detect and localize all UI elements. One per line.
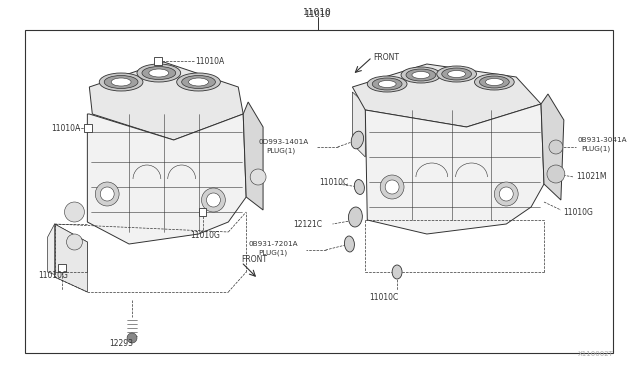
Ellipse shape xyxy=(344,236,355,252)
Bar xyxy=(198,208,207,216)
Ellipse shape xyxy=(137,64,180,82)
Text: 0B931-7201A: 0B931-7201A xyxy=(248,241,298,247)
Circle shape xyxy=(100,187,114,201)
Circle shape xyxy=(127,333,137,343)
Ellipse shape xyxy=(406,69,436,81)
Ellipse shape xyxy=(142,67,176,80)
Circle shape xyxy=(547,165,565,183)
Ellipse shape xyxy=(442,68,472,80)
Circle shape xyxy=(65,202,84,222)
Text: FRONT: FRONT xyxy=(373,52,399,61)
Ellipse shape xyxy=(104,76,138,89)
Circle shape xyxy=(499,187,513,201)
Bar xyxy=(84,124,92,132)
Text: 11010: 11010 xyxy=(305,10,331,19)
Text: 11021M: 11021M xyxy=(576,171,606,180)
Ellipse shape xyxy=(412,71,430,78)
Text: 11010G: 11010G xyxy=(38,272,68,280)
Circle shape xyxy=(250,169,266,185)
Ellipse shape xyxy=(401,67,441,83)
Polygon shape xyxy=(353,64,541,127)
Text: 12121C: 12121C xyxy=(293,219,322,228)
Text: FRONT: FRONT xyxy=(241,254,268,263)
Ellipse shape xyxy=(111,78,131,86)
Circle shape xyxy=(549,140,563,154)
Text: 11010A: 11010A xyxy=(52,124,81,132)
Circle shape xyxy=(95,182,119,206)
Text: 11010C: 11010C xyxy=(369,292,399,301)
Ellipse shape xyxy=(351,131,364,149)
Ellipse shape xyxy=(348,207,362,227)
Polygon shape xyxy=(541,94,564,200)
Circle shape xyxy=(385,180,399,194)
Text: 0B931-3041A: 0B931-3041A xyxy=(578,137,627,143)
Text: X110002T: X110002T xyxy=(578,351,614,357)
Ellipse shape xyxy=(474,74,514,90)
Ellipse shape xyxy=(189,78,209,86)
Polygon shape xyxy=(47,224,87,280)
Text: 0D993-1401A: 0D993-1401A xyxy=(258,139,308,145)
Circle shape xyxy=(202,188,225,212)
Text: 11010A: 11010A xyxy=(196,57,225,65)
Polygon shape xyxy=(54,224,87,292)
Circle shape xyxy=(494,182,518,206)
Text: 11010G: 11010G xyxy=(191,231,220,240)
Polygon shape xyxy=(353,92,365,157)
Ellipse shape xyxy=(182,76,216,89)
Ellipse shape xyxy=(392,265,402,279)
Bar xyxy=(154,57,162,65)
Text: 11010G: 11010G xyxy=(563,208,593,217)
Polygon shape xyxy=(90,62,243,140)
Polygon shape xyxy=(243,102,263,210)
Ellipse shape xyxy=(485,78,503,86)
Circle shape xyxy=(67,234,83,250)
Text: 11010C: 11010C xyxy=(319,177,349,186)
Ellipse shape xyxy=(177,73,220,91)
Text: 11010: 11010 xyxy=(303,7,332,16)
Polygon shape xyxy=(365,104,544,234)
Ellipse shape xyxy=(436,66,477,82)
Bar xyxy=(58,264,65,272)
Ellipse shape xyxy=(372,78,402,90)
Ellipse shape xyxy=(367,76,407,92)
Text: PLUG(1): PLUG(1) xyxy=(266,148,295,154)
Polygon shape xyxy=(87,114,246,244)
Text: PLUG(1): PLUG(1) xyxy=(582,146,611,152)
Ellipse shape xyxy=(378,80,396,87)
Circle shape xyxy=(207,193,220,207)
Ellipse shape xyxy=(149,69,169,77)
Bar xyxy=(26,30,613,353)
Ellipse shape xyxy=(448,71,465,77)
Circle shape xyxy=(380,175,404,199)
Ellipse shape xyxy=(355,180,364,195)
Text: PLUG(1): PLUG(1) xyxy=(258,250,287,256)
Ellipse shape xyxy=(479,76,509,88)
Ellipse shape xyxy=(99,73,143,91)
Text: 12293: 12293 xyxy=(109,340,133,349)
